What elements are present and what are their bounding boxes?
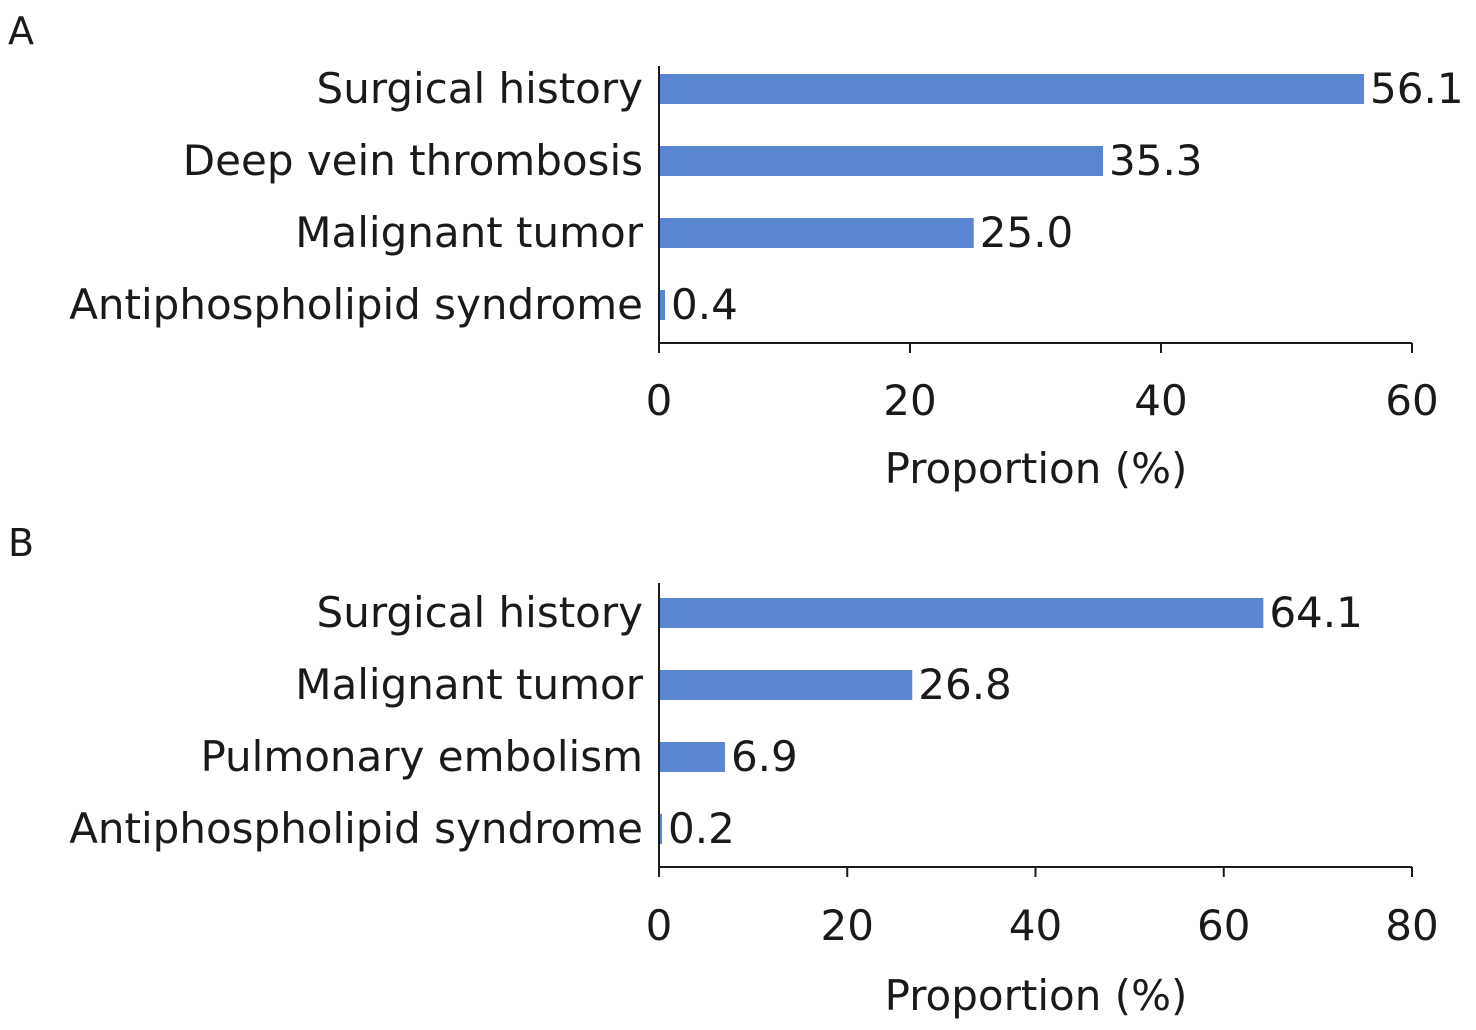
panel-label: A xyxy=(8,9,34,53)
value-label: 0.2 xyxy=(668,804,735,853)
x-axis-title: Proportion (%) xyxy=(885,971,1188,1020)
value-label: 35.3 xyxy=(1109,136,1203,185)
bar xyxy=(660,74,1365,104)
x-tick-label: 20 xyxy=(883,376,936,425)
x-tick-label: 40 xyxy=(1134,376,1187,425)
x-tick-label: 40 xyxy=(1009,901,1062,950)
bar xyxy=(660,670,913,700)
bar xyxy=(660,290,666,320)
panel-b: B Surgical history 64.1 Malignant tumor 26.8… xyxy=(8,521,1439,1020)
bar xyxy=(660,814,662,844)
x-tick-label: 80 xyxy=(1385,901,1438,950)
x-tick-label: 0 xyxy=(646,901,673,950)
category-label: Malignant tumor xyxy=(295,660,643,709)
bar xyxy=(660,742,725,772)
category-label: Deep vein thrombosis xyxy=(183,136,643,185)
bar xyxy=(660,598,1264,628)
value-label: 25.0 xyxy=(980,208,1074,257)
x-tick-label: 20 xyxy=(821,901,874,950)
category-label: Surgical history xyxy=(317,588,643,637)
bar xyxy=(660,146,1104,176)
category-label: Antiphospholipid syndrome xyxy=(69,280,643,329)
x-axis-title: Proportion (%) xyxy=(885,444,1188,493)
value-label: 56.1 xyxy=(1370,64,1464,113)
category-label: Pulmonary embolism xyxy=(200,732,643,781)
x-tick-label: 60 xyxy=(1197,901,1250,950)
value-label: 26.8 xyxy=(918,660,1012,709)
x-tick-label: 0 xyxy=(646,376,673,425)
category-label: Antiphospholipid syndrome xyxy=(69,804,643,853)
bar xyxy=(660,218,974,248)
category-label: Malignant tumor xyxy=(295,208,643,257)
x-tick-label: 60 xyxy=(1385,376,1438,425)
panel-label: B xyxy=(8,521,34,565)
category-label: Surgical history xyxy=(317,64,643,113)
panel-a: A Surgical history 56.1 Deep vein thrombosi… xyxy=(8,9,1464,493)
value-label: 0.4 xyxy=(671,280,738,329)
value-label: 6.9 xyxy=(731,732,798,781)
value-label: 64.1 xyxy=(1269,588,1363,637)
